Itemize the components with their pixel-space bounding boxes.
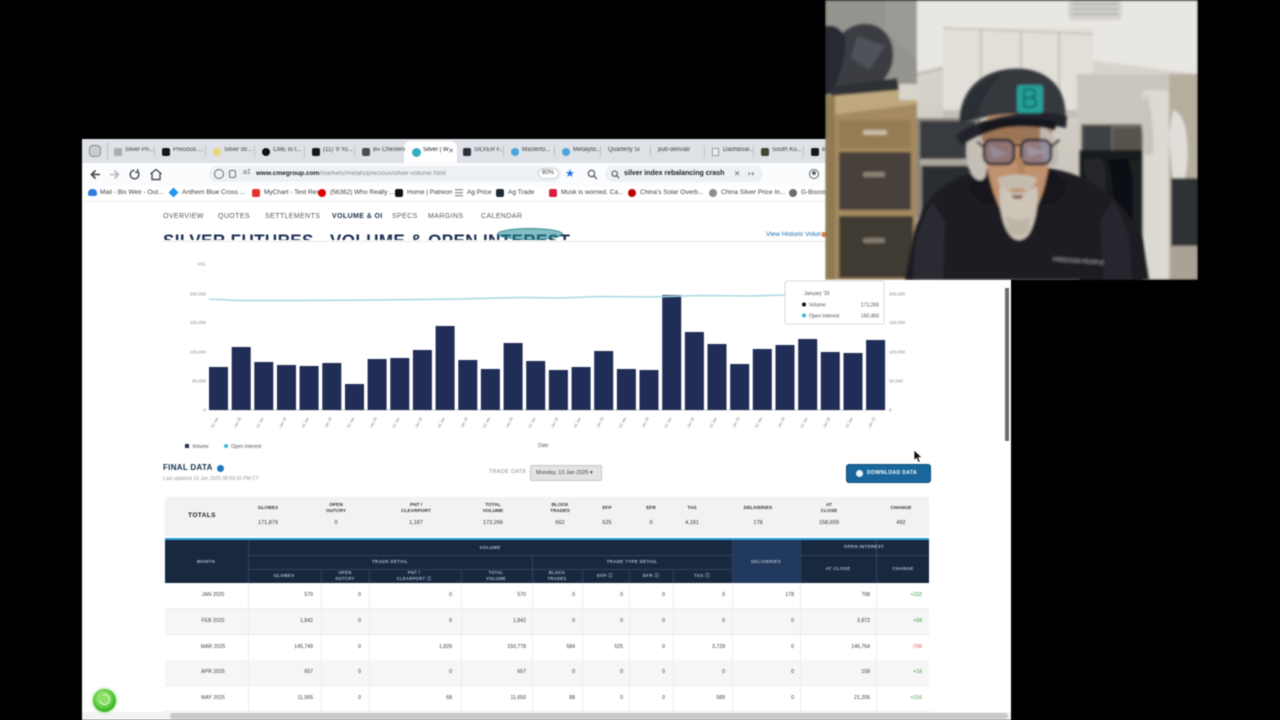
svg-text:Jan 25: Jan 25 [596,417,605,429]
svg-text:Jan 25: Jan 25 [822,417,831,429]
svg-text:VOL: VOL [197,262,207,267]
svg-text:200,000: 200,000 [889,292,906,297]
svg-text:02 Jan: 02 Jan [482,417,491,429]
svg-text:Jan 25: Jan 25 [505,417,514,429]
svg-text:Volume: Volume [809,303,826,309]
svg-text:Jan 25: Jan 25 [868,417,877,429]
svg-text:02 Jan: 02 Jan [392,417,401,429]
svg-text:Jan 25: Jan 25 [414,417,423,429]
svg-text:Jan 25: Jan 25 [278,417,287,429]
svg-text:02 Jan: 02 Jan [346,417,355,429]
svg-text:Jan 25: Jan 25 [460,417,469,429]
svg-text:02 Jan: 02 Jan [845,417,854,429]
svg-text:200,000: 200,000 [190,292,207,297]
svg-text:02 Jan: 02 Jan [301,417,310,429]
svg-text:FREEDOM PEOPLE: FREEDOM PEOPLE [1053,257,1105,267]
svg-text:Jan 25: Jan 25 [686,417,695,429]
svg-text:Open Interest: Open Interest [231,444,262,450]
svg-text:02 Jan: 02 Jan [709,417,718,429]
svg-text:02 Jan: 02 Jan [664,417,673,429]
svg-text:0: 0 [889,408,892,413]
svg-text:Open Interest: Open Interest [809,314,840,320]
svg-text:Jan 25: Jan 25 [233,417,242,429]
svg-text:100,000: 100,000 [889,350,906,355]
svg-text:50,000: 50,000 [192,379,206,384]
svg-text:0: 0 [203,408,206,413]
svg-text:January '26: January '26 [804,291,830,297]
svg-text:02 Jan: 02 Jan [210,417,219,429]
svg-text:02 Jan: 02 Jan [800,417,809,429]
svg-text:173,266: 173,266 [861,303,879,309]
svg-text:Jan 25: Jan 25 [369,417,378,429]
svg-text:Jan 25: Jan 25 [777,417,786,429]
svg-text:150,000: 150,000 [190,320,207,325]
svg-text:Jan 25: Jan 25 [324,417,333,429]
svg-text:150,000: 150,000 [889,320,906,325]
svg-text:02 Jan: 02 Jan [754,417,763,429]
svg-text:Jan 25: Jan 25 [550,417,559,429]
svg-text:Date: Date [538,443,549,449]
svg-text:02 Jan: 02 Jan [528,417,537,429]
svg-text:100,000: 100,000 [190,350,207,355]
svg-text:02 Jan: 02 Jan [618,417,627,429]
svg-text:Jan 25: Jan 25 [732,417,741,429]
svg-text:02 Jan: 02 Jan [256,417,265,429]
svg-text:160,460: 160,460 [861,314,879,320]
svg-text:Volume: Volume [192,444,209,450]
svg-text:02 Jan: 02 Jan [437,417,446,429]
svg-text:50,000: 50,000 [889,379,903,384]
svg-text:Jan 25: Jan 25 [641,417,650,429]
svg-text:02 Jan: 02 Jan [573,417,582,429]
